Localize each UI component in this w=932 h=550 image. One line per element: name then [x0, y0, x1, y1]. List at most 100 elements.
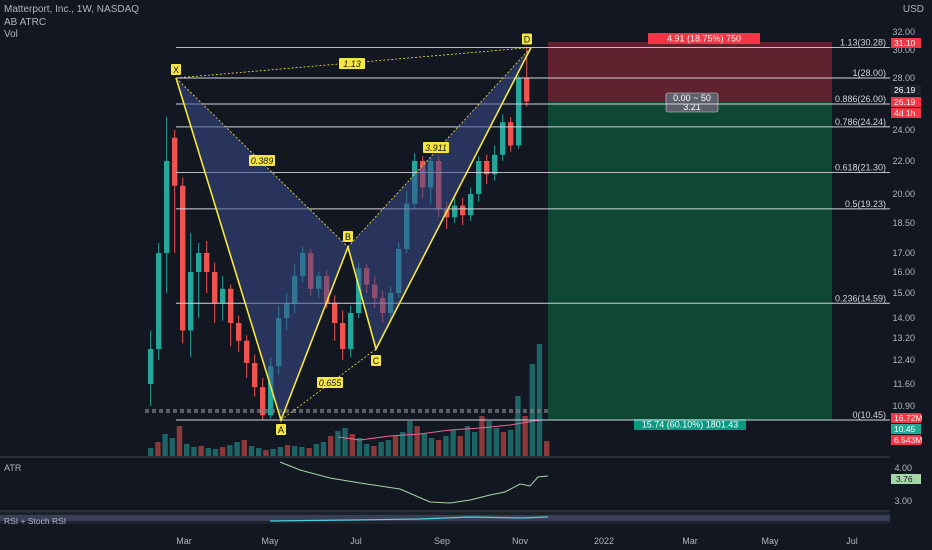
- candle-body: [476, 161, 482, 194]
- price-tag: 10.45: [894, 424, 916, 434]
- rsi-line: [269, 516, 549, 522]
- price-axis: 32.0030.0028.0026.0024.0022.0020.0018.50…: [891, 27, 922, 445]
- volume-bar: [371, 446, 377, 456]
- volume-bar: [500, 432, 507, 456]
- stop-label-box: [648, 33, 760, 44]
- volume-bar: [220, 447, 226, 456]
- volume-bar: [407, 421, 413, 456]
- volume-bar: [256, 448, 262, 456]
- pattern-point-d: D: [524, 34, 531, 44]
- atr-value-box: [891, 474, 921, 484]
- volume-bar: [227, 445, 233, 456]
- ratio-label: 3.911: [425, 143, 447, 153]
- volume-bar: [176, 426, 183, 456]
- candle-body: [500, 122, 506, 155]
- candle-body: [268, 366, 274, 416]
- volume-bar: [241, 440, 247, 456]
- volume-bar: [313, 444, 319, 456]
- candle-body: [444, 209, 450, 218]
- candle-body: [220, 288, 226, 303]
- price-tag: 31.10: [894, 38, 916, 48]
- price-tick: 15.00: [892, 288, 915, 298]
- long-position-tool[interactable]: 4.91 (18.75%) 750 15.74 (60.10%) 1801.43 0…: [548, 33, 832, 430]
- candle-body: [148, 349, 154, 384]
- atr-tick-top: 4.00: [894, 463, 912, 473]
- volume-ma-line: [337, 419, 541, 441]
- candle-body: [212, 272, 218, 303]
- ratio-label: 0.389: [251, 156, 274, 166]
- fib-label: 0.618(21.30): [835, 163, 886, 173]
- ratio-label: 1.13: [343, 59, 361, 69]
- stop-zone: [548, 41, 832, 102]
- price-tag: 16.72M: [894, 413, 922, 423]
- fib-label: 0(10.45): [852, 410, 886, 420]
- fib-label: 1(28.00): [852, 68, 886, 78]
- volume-bar: [356, 438, 363, 456]
- candle-body: [164, 161, 170, 253]
- time-tick: Nov: [512, 536, 529, 546]
- center-label-line1: 0.00 ~ 50: [673, 93, 711, 103]
- price-tag: 26.19: [894, 85, 916, 95]
- price-tick: 30.00: [892, 45, 915, 55]
- pattern-point-box: [343, 231, 353, 242]
- price-tick: 22.00: [892, 156, 915, 166]
- ratio-box: [317, 377, 343, 388]
- indicator-label-atrc[interactable]: AB ATRC: [4, 17, 47, 28]
- volume-bar: [378, 442, 384, 456]
- candle-body: [204, 253, 210, 272]
- target-zone: [548, 101, 832, 420]
- volume-bar: [284, 445, 291, 456]
- candle-body: [524, 78, 530, 102]
- pattern-point-box: [276, 424, 286, 435]
- pattern-point-a: A: [278, 425, 284, 435]
- pattern-point-box: [171, 64, 181, 75]
- candle-body: [244, 340, 250, 363]
- pattern-fill-xab: [176, 78, 348, 420]
- volume-bar: [421, 434, 427, 456]
- stop-label: 4.91 (18.75%) 750: [667, 34, 741, 44]
- xabcd-pattern[interactable]: X A B C D 1.13 0.389 0.655 3.911: [171, 33, 532, 435]
- candle-body: [340, 323, 346, 349]
- volume-bar: [270, 449, 276, 456]
- time-tick: May: [761, 536, 779, 546]
- candle-body: [236, 323, 242, 341]
- time-tick: May: [261, 536, 279, 546]
- atr-value: 3.76: [896, 474, 913, 484]
- volume-bar: [292, 446, 298, 456]
- volume-bar: [457, 436, 463, 456]
- fib-label: 0.786(24.24): [835, 117, 886, 127]
- candle-body: [484, 161, 490, 175]
- volume-bar: [536, 344, 543, 456]
- pattern-point-b: B: [345, 232, 351, 242]
- indicator-label-vol[interactable]: Vol: [4, 29, 18, 40]
- price-tick: 13.20: [892, 333, 915, 343]
- candle-body: [492, 154, 498, 175]
- volume-bars: [148, 344, 550, 456]
- currency-label: USD: [902, 4, 924, 15]
- volume-bar: [148, 448, 154, 456]
- volume-bar: [306, 448, 312, 456]
- center-label-box: [665, 92, 719, 113]
- volume-bar: [400, 432, 406, 456]
- ratio-box: [249, 155, 275, 166]
- volume-bar: [234, 442, 240, 456]
- center-label-line2: 3.21: [683, 102, 701, 112]
- price-tag: 6.543M: [894, 435, 922, 445]
- price-tag-box: [891, 413, 921, 423]
- candle-body: [172, 137, 178, 186]
- price-tick: 20.00: [892, 189, 915, 199]
- price-tag-box: [891, 108, 921, 118]
- symbol-title[interactable]: Matterport, Inc., 1W, NASDAQ: [4, 4, 140, 15]
- volume-bar: [385, 440, 391, 456]
- fib-label: 0.886(26.00): [835, 94, 886, 104]
- fibonacci-levels[interactable]: 1.13(30.28) 1(28.00) 0.886(26.00) 0.786(24.…: [145, 37, 890, 421]
- candle-body: [156, 253, 162, 349]
- candlesticks: [148, 47, 530, 420]
- price-tick: 12.40: [892, 355, 915, 365]
- price-tick: 10.90: [892, 401, 915, 411]
- pattern-point-box: [522, 33, 532, 45]
- time-tick: Jul: [350, 536, 362, 546]
- volume-bar: [320, 442, 327, 456]
- ratio-label: 0.655: [319, 378, 343, 388]
